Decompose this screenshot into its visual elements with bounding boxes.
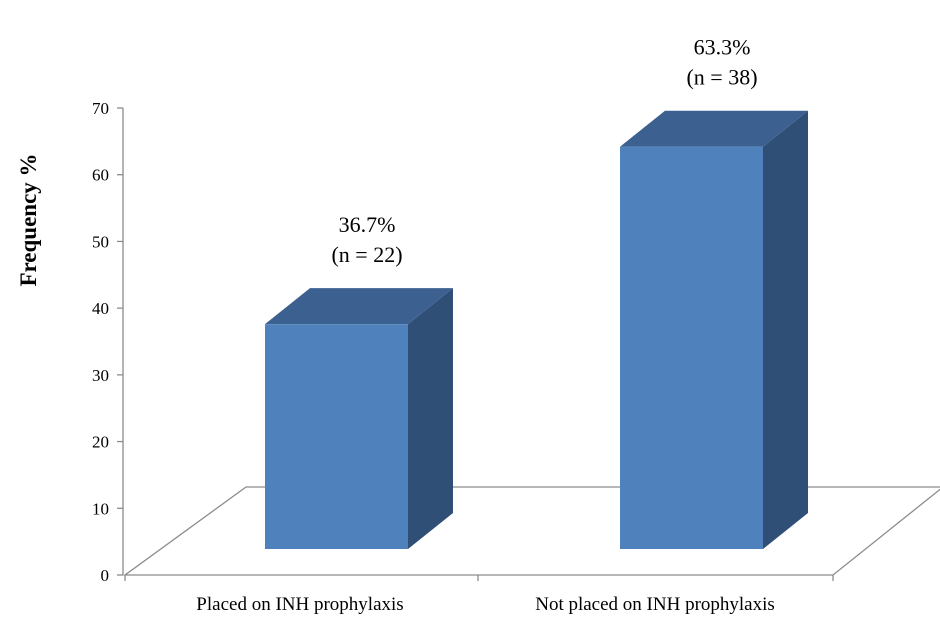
y-tick-label: 20 <box>92 433 109 452</box>
data-label-count: (n = 38) <box>686 65 757 90</box>
data-label-percent: 63.3% <box>694 35 751 60</box>
data-label-count: (n = 22) <box>331 242 402 267</box>
y-axis: 0 10 20 30 40 50 60 70 <box>92 99 834 585</box>
y-tick-label: 10 <box>92 499 109 518</box>
bar <box>620 146 763 549</box>
x-category-label: Not placed on INH prophylaxis <box>535 594 775 615</box>
bar-side-face <box>763 110 808 549</box>
bar-side-face <box>408 288 453 549</box>
x-category-label: Placed on INH prophylaxis <box>196 594 403 615</box>
y-tick-label: 30 <box>92 366 109 385</box>
x-axis-labels: Placed on INH prophylaxis Not placed on I… <box>196 594 774 615</box>
bar-top-face <box>620 110 808 147</box>
data-labels: 36.7% (n = 22) 63.3% (n = 38) <box>331 35 757 267</box>
y-tick-label: 60 <box>92 166 109 185</box>
bar-top-face <box>265 288 453 325</box>
y-tick-label: 70 <box>92 99 109 118</box>
y-tick-label: 40 <box>92 299 109 318</box>
bar <box>265 324 408 549</box>
bars <box>265 110 808 549</box>
y-tick-label: 50 <box>92 232 109 251</box>
y-tick-label: 0 <box>101 566 110 585</box>
floor-plane <box>123 486 940 576</box>
chart-floor <box>123 486 940 576</box>
y-axis-title: Frequency % <box>16 153 41 286</box>
data-label-percent: 36.7% <box>339 212 396 237</box>
